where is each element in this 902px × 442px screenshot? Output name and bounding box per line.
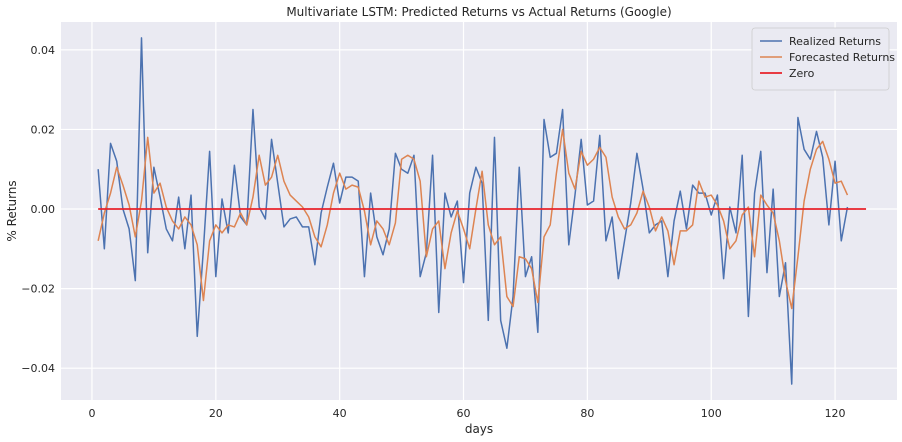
legend-label-forecasted-returns: Forecasted Returns	[789, 51, 895, 64]
legend: Realized Returns Forecasted Returns Zero	[751, 27, 895, 91]
series-layer	[97, 37, 867, 385]
forecasted-returns-line	[97, 128, 849, 310]
y-axis-ticks: −0.04 −0.02 0.00 0.02 0.04	[21, 44, 55, 375]
x-tick-label: 60	[457, 407, 471, 420]
x-tick-label: 100	[701, 407, 722, 420]
x-tick-label: 120	[825, 407, 846, 420]
x-tick-label: 80	[580, 407, 594, 420]
y-axis-label: % Returns	[5, 180, 19, 241]
y-tick-label: 0.02	[31, 123, 56, 136]
legend-label-realized-returns: Realized Returns	[789, 35, 881, 48]
x-axis-ticks: 0 20 40 60 80 100 120	[88, 407, 845, 420]
chart-title: Multivariate LSTM: Predicted Returns vs …	[286, 5, 671, 19]
legend-box	[751, 27, 890, 91]
gridlines	[61, 22, 897, 400]
y-tick-label: −0.02	[21, 283, 55, 296]
x-axis-label: days	[465, 422, 493, 436]
x-tick-label: 0	[88, 407, 95, 420]
x-tick-label: 20	[209, 407, 223, 420]
y-tick-label: 0.04	[31, 44, 56, 57]
x-tick-label: 40	[333, 407, 347, 420]
y-tick-label: 0.00	[31, 203, 56, 216]
legend-label-zero: Zero	[789, 67, 815, 80]
realized-returns-line	[97, 37, 849, 385]
y-tick-label: −0.04	[21, 362, 55, 375]
